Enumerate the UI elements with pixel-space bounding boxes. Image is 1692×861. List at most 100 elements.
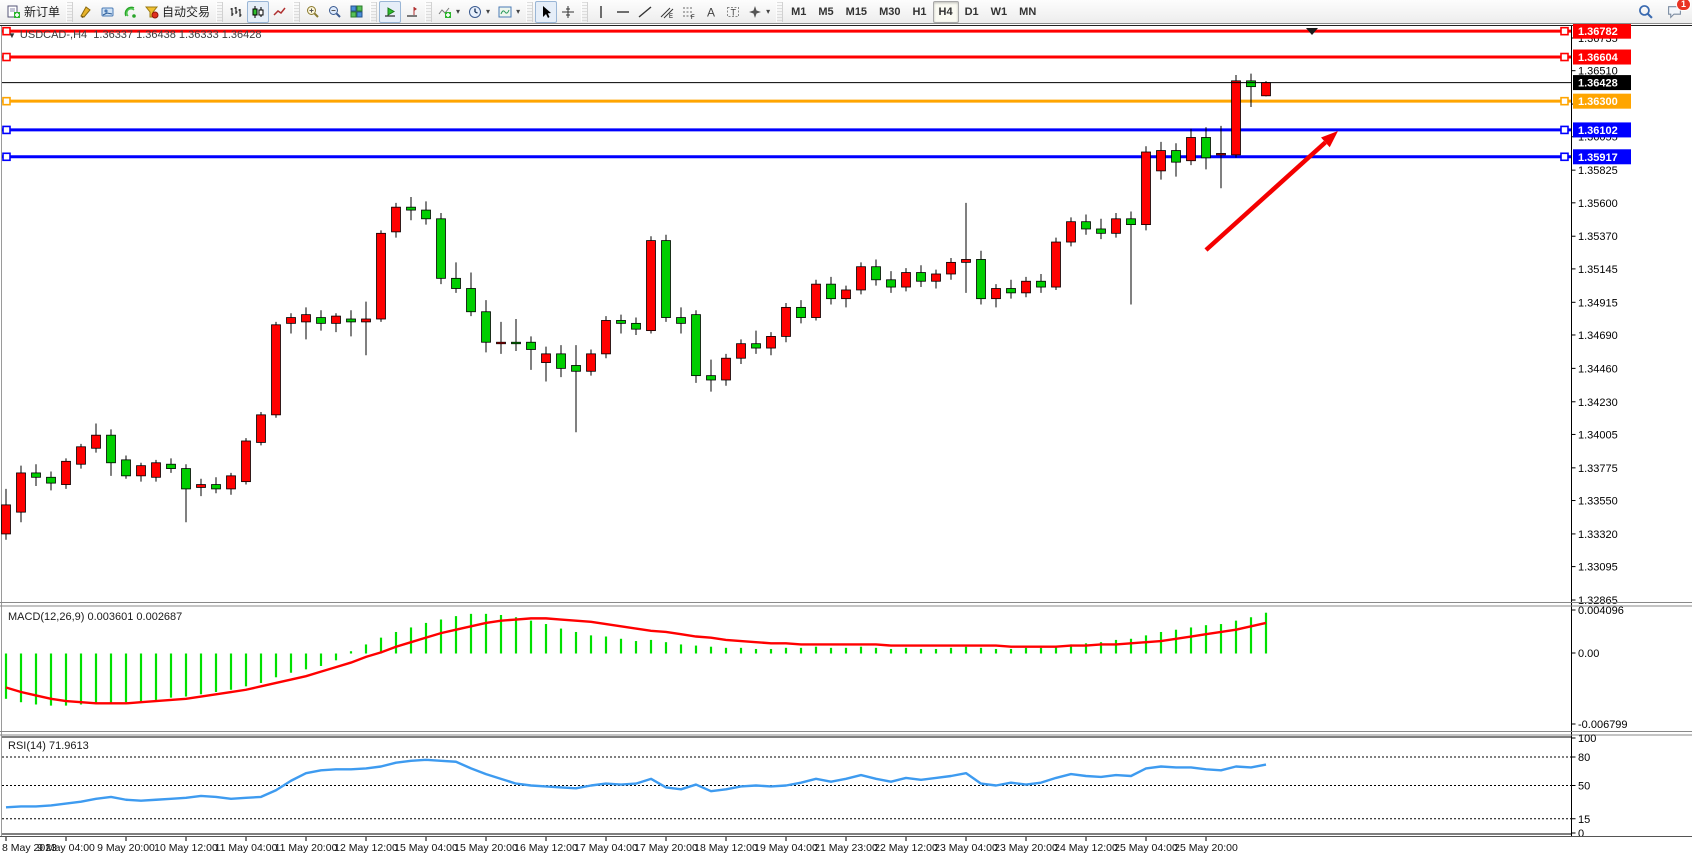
candle-body <box>1096 228 1106 234</box>
trend-arrow-annotation[interactable] <box>1204 131 1338 252</box>
candle-body <box>346 318 356 323</box>
svg-text:-0.006799: -0.006799 <box>1578 719 1628 731</box>
zoom-in-button[interactable] <box>302 1 324 23</box>
metaeditor-button[interactable] <box>75 1 97 23</box>
auto-scroll-button[interactable] <box>379 0 402 23</box>
candle-body <box>871 266 881 281</box>
chevron-down-icon[interactable]: ▾ <box>766 7 771 16</box>
candle-body <box>31 472 41 478</box>
shapes-button[interactable]: ▾ <box>744 1 774 23</box>
candle-body <box>166 463 176 469</box>
fibonacci-button[interactable]: F <box>678 1 700 23</box>
timeframe-w1-button[interactable]: W1 <box>990 5 1008 18</box>
text-button[interactable]: A <box>700 1 722 23</box>
chat-button[interactable]: 1 <box>1663 0 1691 23</box>
search-button[interactable] <box>1634 1 1657 23</box>
new-order-icon <box>7 5 20 18</box>
candle-body <box>1006 288 1016 294</box>
chart-line-button[interactable] <box>269 1 291 23</box>
candle-body <box>1156 150 1166 172</box>
chart-bars-button[interactable] <box>225 1 247 23</box>
chart-shift-marker-icon[interactable] <box>1306 28 1318 35</box>
candle-body <box>646 240 656 332</box>
candle-body <box>1141 151 1151 226</box>
signals-button[interactable] <box>119 1 141 23</box>
candle-body <box>1201 137 1211 159</box>
candle-body <box>811 283 821 318</box>
svg-text:1.36510: 1.36510 <box>1578 66 1618 78</box>
toolbar-separator <box>370 1 378 22</box>
market-watch-button[interactable] <box>97 1 119 23</box>
timeframe-d1-button[interactable]: D1 <box>964 5 979 18</box>
channel-button[interactable]: E <box>656 1 678 23</box>
vline-button[interactable] <box>590 1 612 23</box>
date-label: 25 May 04:00 <box>1114 842 1178 854</box>
line-handle[interactable] <box>1560 152 1569 162</box>
candle-body <box>466 288 476 313</box>
candle-body <box>91 434 101 449</box>
svg-text:80: 80 <box>1578 752 1590 764</box>
candle-body <box>406 206 416 211</box>
line-handle[interactable] <box>1560 26 1569 36</box>
svg-text:A: A <box>707 5 715 19</box>
horizontal-lines-layer[interactable] <box>2 29 1571 159</box>
candle-body <box>991 288 1001 300</box>
timeframe-m1-button[interactable]: M1 <box>791 5 807 18</box>
chevron-down-icon[interactable]: ▾ <box>486 7 491 16</box>
timeframe-m30-button[interactable]: M30 <box>879 5 901 18</box>
line-handle[interactable] <box>2 125 11 135</box>
chevron-down-icon[interactable]: ▾ <box>456 7 461 16</box>
trendline-button[interactable] <box>634 1 656 23</box>
toolbar-separator <box>776 1 784 22</box>
periods-clock-button[interactable]: ▾ <box>464 1 494 23</box>
templates-button[interactable]: ▾ <box>494 1 524 23</box>
line-handle[interactable] <box>2 26 11 36</box>
candle-body <box>526 341 536 350</box>
line-handle[interactable] <box>1560 52 1569 62</box>
chevron-down-icon[interactable]: ▾ <box>516 7 521 16</box>
toolbar-separator <box>581 1 589 22</box>
date-label: 24 May 12:00 <box>1054 842 1118 854</box>
timeframe-mn-button[interactable]: MN <box>1019 5 1037 18</box>
price-badge-1.36604: 1.36604 <box>1578 52 1619 64</box>
line-handle[interactable] <box>1560 125 1569 135</box>
line-handle[interactable] <box>2 52 11 62</box>
candle-body <box>301 314 311 323</box>
market-watch-icon <box>101 7 114 16</box>
candle-body <box>721 357 731 381</box>
price-axis-ticks: 1.367351.365101.362801.360551.358251.356… <box>1571 33 1618 607</box>
text-icon: A <box>707 5 715 19</box>
timeframe-m5-button[interactable]: M5 <box>818 5 834 18</box>
periods-clock-icon <box>469 5 482 18</box>
cursor-button[interactable] <box>535 0 558 23</box>
chart-candles-button[interactable] <box>247 0 270 23</box>
svg-text:0: 0 <box>1578 828 1584 840</box>
price-badge-1.35917: 1.35917 <box>1578 152 1618 164</box>
date-label: 17 May 20:00 <box>634 842 698 854</box>
line-handle[interactable] <box>1560 96 1569 106</box>
new-order-button[interactable]: 新订单 <box>3 1 64 23</box>
tile-windows-button[interactable] <box>346 1 368 23</box>
chart-shift-button[interactable] <box>401 1 423 23</box>
indicators-button[interactable]: ▾ <box>434 1 464 23</box>
hline-button[interactable] <box>612 1 634 23</box>
timeframe-h4-button[interactable]: H4 <box>932 0 959 23</box>
candle-body <box>496 341 506 345</box>
timeframe-h1-button[interactable]: H1 <box>912 5 927 18</box>
candle-body <box>436 218 446 279</box>
candle-body <box>1231 80 1241 156</box>
autotrade-funnel-button[interactable]: 自动交易 <box>141 1 214 23</box>
crosshair-button[interactable] <box>557 1 579 23</box>
toolbar-separator <box>526 1 534 22</box>
chart-canvas[interactable]: 1.367351.365101.362801.360551.358251.356… <box>0 24 1692 861</box>
zoom-in-icon <box>307 5 319 18</box>
candle-body <box>976 259 986 300</box>
candle-body <box>61 460 71 485</box>
zoom-out-button[interactable] <box>324 1 346 23</box>
text-label-button[interactable]: T <box>722 1 744 23</box>
line-handle[interactable] <box>2 152 11 162</box>
timeframe-m15-button[interactable]: M15 <box>845 5 868 18</box>
price-badge-1.36782: 1.36782 <box>1578 26 1618 38</box>
line-handle[interactable] <box>2 96 11 106</box>
